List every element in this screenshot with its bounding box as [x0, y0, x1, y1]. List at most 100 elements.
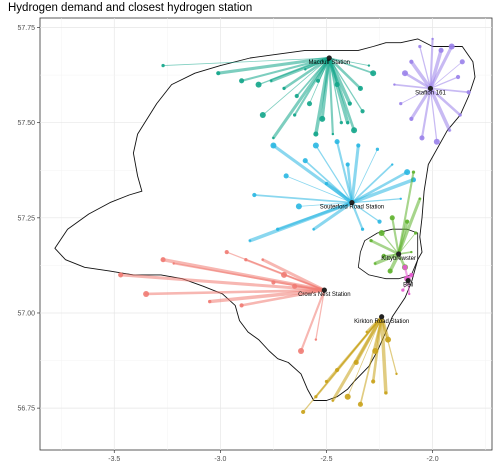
- demand-point: [306, 101, 313, 107]
- demand-point: [295, 203, 302, 210]
- demand-point: [448, 43, 455, 50]
- demand-point: [384, 391, 388, 395]
- demand-flow-line: [379, 315, 390, 342]
- demand-flow-line: [336, 140, 354, 204]
- x-tick-label: -3.5: [108, 456, 120, 463]
- map-title: Hydrogen demand and closest hydrogen sta…: [8, 2, 253, 14]
- demand-flow-line: [315, 144, 353, 204]
- demand-point: [324, 379, 329, 384]
- station-label: Crow's Nest Station: [298, 292, 351, 298]
- demand-point: [410, 250, 413, 254]
- demand-point: [239, 303, 244, 308]
- demand-point: [365, 330, 368, 334]
- demand-point: [314, 395, 318, 399]
- demand-point: [409, 116, 414, 121]
- demand-flow-line: [350, 143, 360, 205]
- demand-point: [404, 169, 411, 176]
- demand-point: [345, 162, 350, 167]
- demand-point: [438, 47, 444, 53]
- demand-point: [411, 170, 416, 174]
- demand-flow-line: [328, 57, 370, 66]
- demand-point: [143, 290, 150, 297]
- demand-point: [371, 379, 376, 384]
- demand-point: [409, 59, 414, 64]
- demand-flow-line: [397, 171, 415, 256]
- demand-flow-line: [283, 274, 325, 291]
- demand-point: [387, 268, 393, 274]
- x-tick-label: -2.0: [427, 456, 439, 463]
- label-layer: Macduff Station Stafton 161 Souterford Roa…: [298, 60, 446, 325]
- demand-flow-line: [350, 178, 416, 205]
- demand-flow-line: [285, 175, 353, 203]
- demand-point: [433, 138, 440, 145]
- demand-point: [298, 348, 305, 355]
- demand-point: [369, 239, 373, 243]
- demand-point: [346, 121, 350, 125]
- y-tick-label: 57.00: [17, 310, 35, 317]
- station-marker: [427, 85, 434, 92]
- demand-point: [283, 173, 289, 179]
- aberdeen-city-outline: [357, 228, 419, 280]
- demand-flow-line: [419, 45, 432, 90]
- station-label: Kittybrewster: [381, 256, 416, 262]
- demand-flow-line: [248, 200, 354, 243]
- demand-flow-line: [428, 48, 443, 91]
- demand-flow-line: [400, 88, 431, 105]
- demand-point: [261, 258, 265, 261]
- demand-flow-line: [428, 86, 452, 133]
- demand-point: [459, 59, 465, 65]
- demand-flow-line: [351, 148, 378, 203]
- y-tick-label: 57.25: [17, 215, 35, 222]
- demand-flow-line: [328, 57, 375, 75]
- demand-point: [312, 228, 315, 231]
- demand-flow-line: [240, 56, 331, 82]
- demand-point: [216, 71, 221, 76]
- demand-point: [282, 86, 286, 91]
- demand-flow-line: [253, 194, 353, 204]
- demand-point: [466, 90, 471, 95]
- station-label: Kirkton Road Station: [354, 319, 409, 325]
- demand-point: [418, 44, 422, 49]
- demand-flow-line: [365, 315, 383, 334]
- demand-flow-line: [208, 288, 327, 304]
- demand-point: [161, 63, 165, 68]
- y-tick-label: 57.75: [17, 25, 35, 32]
- demand-point: [281, 271, 288, 278]
- station-label: Stafton 161: [415, 90, 446, 96]
- demand-flow-line: [324, 181, 354, 205]
- demand-point: [409, 272, 414, 278]
- demand-point: [405, 219, 410, 224]
- station-marker: [321, 287, 327, 293]
- demand-flow-line: [299, 289, 326, 353]
- demand-point: [255, 81, 262, 88]
- demand-flow-line: [298, 202, 353, 207]
- demand-point: [360, 227, 365, 231]
- axis-layer: -3.5 -3.0 -2.5 -2.0 56.75 57.00 57.25 57.50 57.7…: [17, 25, 438, 463]
- demand-point: [276, 227, 280, 231]
- station-marker: [326, 55, 332, 61]
- demand-flow-line: [430, 61, 463, 89]
- demand-point: [331, 132, 335, 136]
- demand-point: [458, 113, 462, 117]
- demand-point: [270, 79, 273, 83]
- demand-point: [399, 197, 402, 200]
- demand-point: [381, 253, 386, 258]
- demand-point: [418, 197, 422, 200]
- demand-point: [413, 231, 418, 235]
- demand-point: [395, 372, 398, 376]
- demand-point: [224, 249, 229, 255]
- demand-point: [399, 101, 403, 106]
- demand-flow-line: [420, 87, 432, 139]
- demand-point: [270, 142, 277, 149]
- demand-flow-line: [429, 87, 470, 94]
- demand-point: [334, 82, 340, 88]
- demand-flow-line: [354, 315, 384, 364]
- demand-point: [244, 258, 248, 262]
- demand-flow-line: [403, 71, 432, 90]
- demand-point: [292, 113, 297, 117]
- demand-flow-line: [271, 56, 331, 140]
- station-label: Macduff Station: [308, 60, 350, 66]
- demand-point: [375, 147, 380, 151]
- demand-point: [248, 239, 252, 242]
- demand-flow-line: [374, 315, 383, 353]
